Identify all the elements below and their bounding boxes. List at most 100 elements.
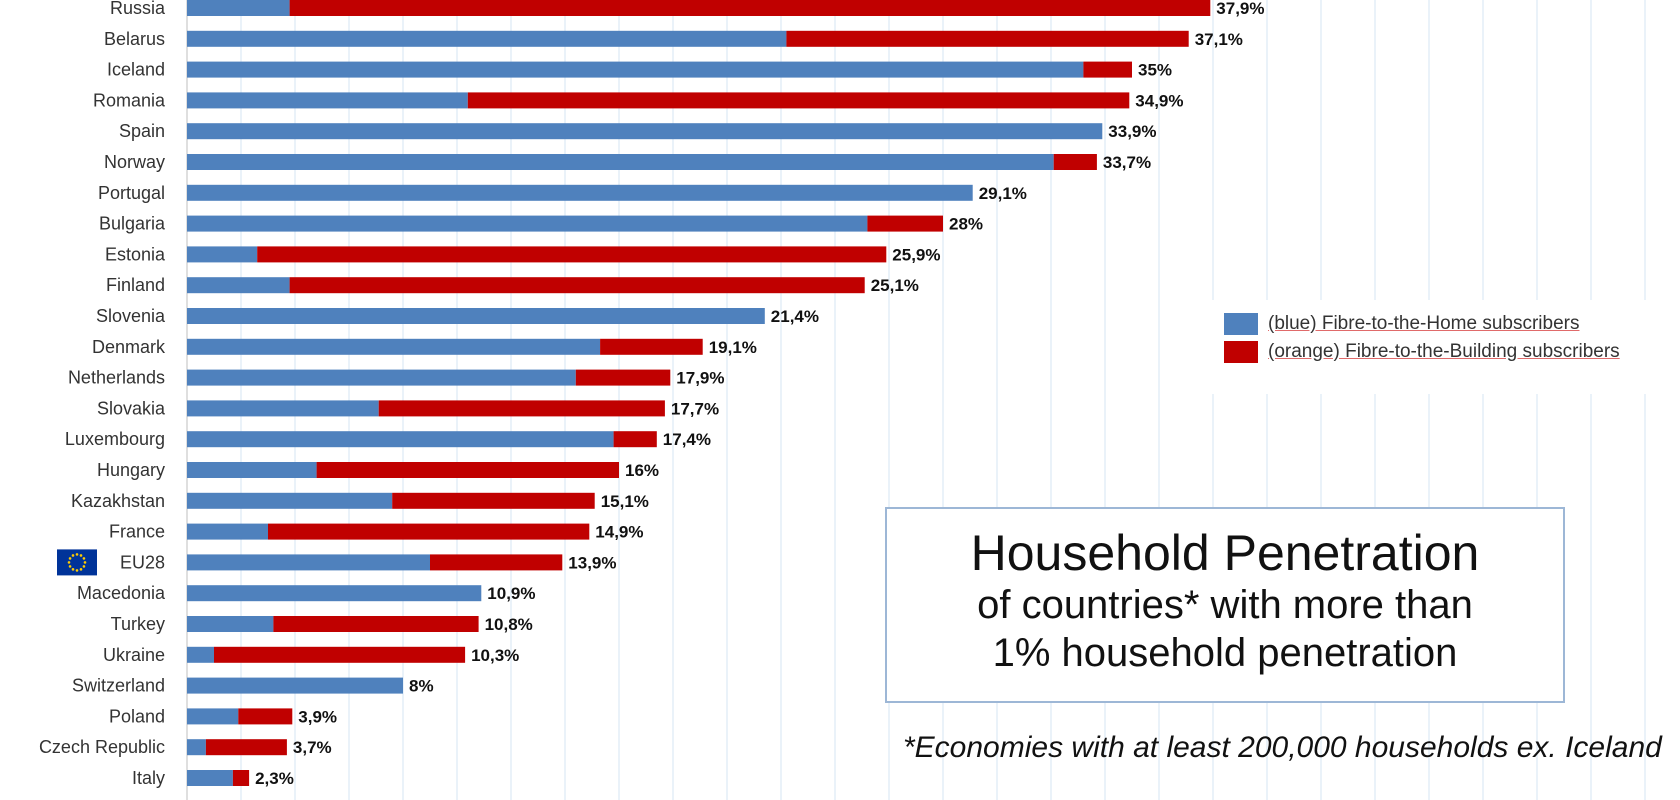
bar-fttb-denmark: [600, 338, 703, 355]
eu-flag-star: [83, 561, 87, 564]
bar-fttb-russia: [289, 0, 1211, 16]
category-label-slovenia: Slovenia: [96, 306, 166, 326]
bar-ftth-switzerland: [187, 677, 403, 694]
bar-fttb-finland: [289, 277, 865, 294]
category-label-france: France: [109, 522, 165, 542]
category-label-kazakhstan: Kazakhstan: [71, 491, 165, 511]
bar-fttb-france: [268, 523, 590, 540]
category-label-slovakia: Slovakia: [97, 398, 166, 418]
category-label-norway: Norway: [104, 152, 165, 172]
category-label-spain: Spain: [119, 121, 165, 141]
data-label-luxembourg: 17,4%: [663, 430, 711, 449]
data-label-turkey: 10,8%: [485, 615, 533, 634]
bar-ftth-russia: [187, 0, 290, 16]
bar-fttb-poland: [238, 708, 293, 725]
eu-flag-star: [68, 557, 72, 560]
bar-ftth-bulgaria: [187, 215, 868, 232]
bar-fttb-romania: [467, 92, 1130, 109]
legend-swatch-ftth: [1224, 313, 1258, 335]
data-label-kazakhstan: 15,1%: [601, 492, 649, 511]
bar-ftth-denmark: [187, 338, 601, 355]
data-label-bulgaria: 28%: [949, 215, 983, 234]
bar-ftth-france: [187, 523, 268, 540]
category-label-portugal: Portugal: [98, 183, 165, 203]
eu-flag-star: [79, 568, 83, 571]
bar-ftth-eu28: [187, 554, 430, 571]
data-label-slovenia: 21,4%: [771, 307, 819, 326]
category-label-estonia: Estonia: [105, 244, 166, 264]
bar-fttb-hungary: [316, 462, 619, 478]
bar-ftth-norway: [187, 154, 1054, 170]
category-label-bulgaria: Bulgaria: [99, 214, 166, 234]
eu-flag-star: [71, 554, 75, 557]
category-label-eu28: EU28: [120, 552, 165, 572]
category-label-czech-republic: Czech Republic: [39, 737, 165, 757]
category-label-germany: Germany: [91, 799, 165, 800]
bar-fttb-belarus: [786, 30, 1189, 47]
category-label-luxembourg: Luxembourg: [65, 429, 165, 449]
bar-ftth-hungary: [187, 462, 317, 478]
data-label-slovakia: 17,7%: [671, 399, 719, 418]
chart-title-line3: 1% household penetration: [992, 631, 1458, 675]
footnote: *Economies with at least 200,000 househo…: [903, 731, 1662, 764]
eu-flag-star: [82, 557, 86, 560]
category-label-ukraine: Ukraine: [103, 645, 165, 665]
data-label-estonia: 25,9%: [892, 245, 940, 264]
data-label-poland: 3,9%: [298, 707, 337, 726]
bar-fttb-luxembourg: [613, 431, 657, 448]
category-label-denmark: Denmark: [92, 337, 166, 357]
bar-ftth-czech-republic: [187, 739, 206, 756]
data-label-russia: 37,9%: [1216, 0, 1264, 18]
legend-swatch-fttb: [1224, 341, 1258, 363]
bar-ftth-belarus: [187, 30, 787, 47]
data-label-netherlands: 17,9%: [676, 369, 724, 388]
bar-fttb-czech-republic: [205, 739, 287, 756]
category-label-belarus: Belarus: [104, 29, 165, 49]
bar-fttb-estonia: [257, 246, 887, 263]
data-label-finland: 25,1%: [871, 276, 919, 295]
bar-ftth-italy: [187, 770, 233, 786]
category-label-iceland: Iceland: [107, 60, 165, 80]
category-label-netherlands: Netherlands: [68, 368, 165, 388]
bar-fttb-norway: [1053, 154, 1097, 170]
data-label-eu28: 13,9%: [568, 553, 616, 572]
category-label-hungary: Hungary: [97, 460, 165, 480]
bar-ftth-estonia: [187, 246, 258, 263]
eu-flag-star: [82, 565, 86, 568]
bar-fttb-ukraine: [214, 646, 466, 663]
eu-flag-star: [71, 568, 75, 571]
category-label-romania: Romania: [93, 90, 166, 110]
legend-label-fttb: (orange) Fibre-to-the-Building subscribe…: [1268, 341, 1620, 362]
bar-ftth-netherlands: [187, 369, 576, 386]
data-label-romania: 34,9%: [1135, 91, 1183, 110]
category-label-turkey: Turkey: [111, 614, 165, 634]
data-label-denmark: 19,1%: [709, 338, 757, 357]
eu-flag-star: [67, 561, 71, 564]
eu-flag-star: [75, 569, 79, 572]
data-label-switzerland: 8%: [409, 677, 434, 696]
bar-ftth-iceland: [187, 61, 1084, 78]
eu-flag-star: [75, 553, 79, 556]
bar-ftth-turkey: [187, 616, 274, 632]
data-label-france: 14,9%: [595, 523, 643, 542]
data-label-spain: 33,9%: [1108, 122, 1156, 141]
data-label-iceland: 35%: [1138, 61, 1172, 80]
bar-ftth-ukraine: [187, 646, 214, 663]
bar-fttb-bulgaria: [867, 215, 943, 232]
title-box: Household Penetration of countries* with…: [885, 507, 1565, 703]
bar-fttb-kazakhstan: [392, 492, 595, 509]
bar-fttb-netherlands: [575, 369, 671, 386]
eu-flag-star: [79, 554, 83, 557]
category-label-finland: Finland: [106, 275, 165, 295]
bar-fttb-turkey: [273, 616, 479, 632]
chart-title-line1: Household Penetration: [970, 525, 1480, 581]
bar-ftth-portugal: [187, 184, 973, 201]
category-label-russia: Russia: [110, 0, 166, 18]
bar-fttb-italy: [232, 770, 250, 786]
data-label-portugal: 29,1%: [979, 184, 1027, 203]
bar-ftth-slovakia: [187, 400, 379, 417]
legend: (blue) Fibre-to-the-Home subscribers (or…: [1210, 300, 1670, 394]
legend-item-ftth: (blue) Fibre-to-the-Home subscribers: [1224, 312, 1580, 336]
bar-ftth-romania: [187, 92, 468, 109]
